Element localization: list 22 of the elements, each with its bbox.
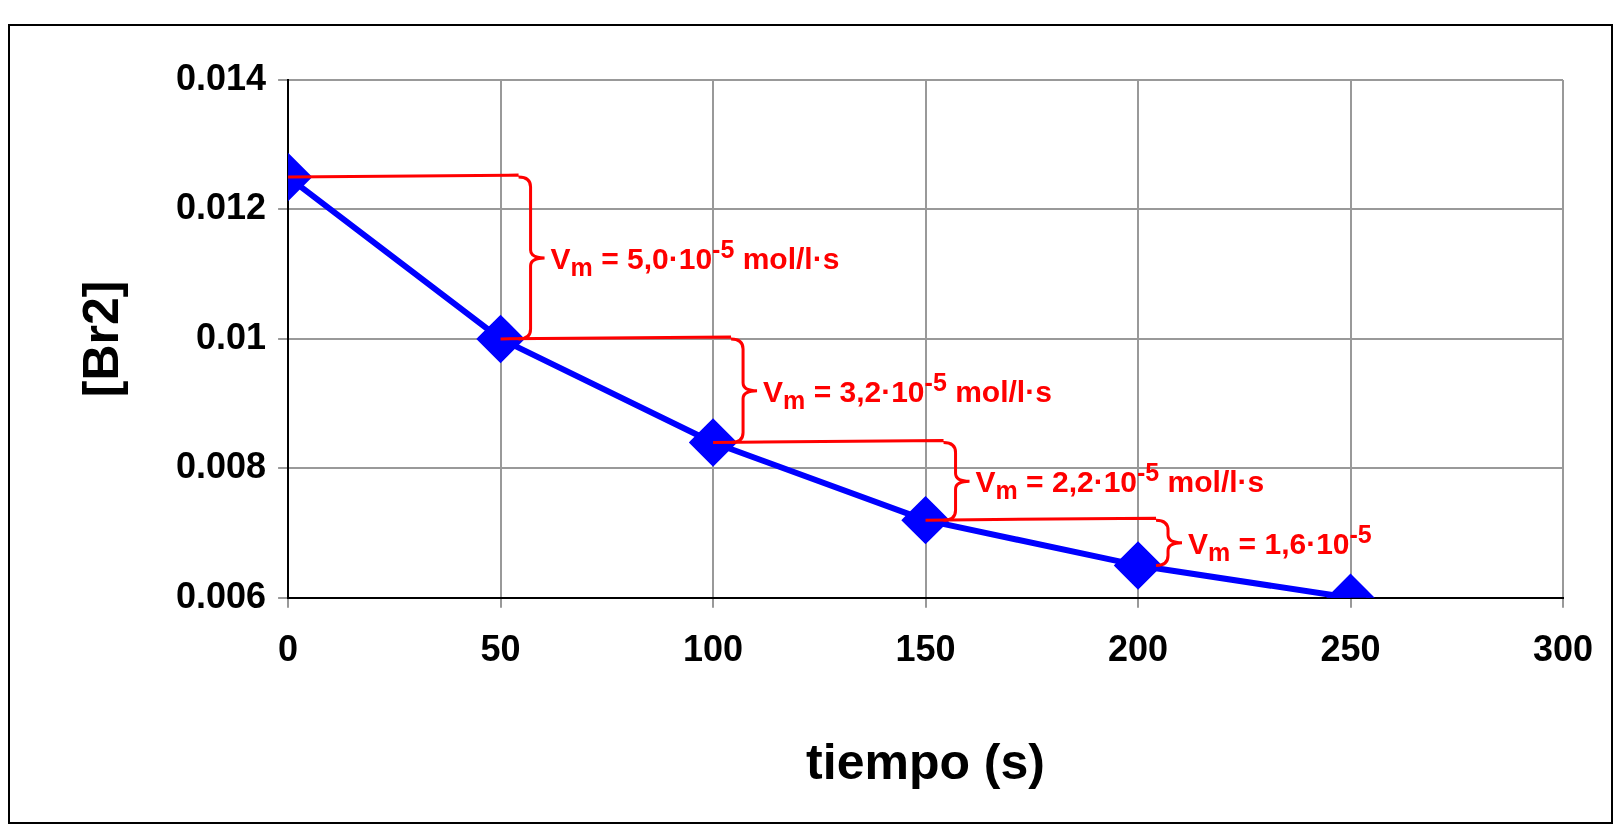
annotation: V$_{m}$ = 5,0·10$^{-5}$ mol/l·s: [550, 234, 840, 283]
x-tick-label: 250: [1320, 628, 1381, 670]
point: [902, 497, 949, 544]
point: [690, 419, 737, 466]
x-tick-label: 50: [480, 628, 521, 670]
point: [477, 315, 524, 362]
x-tick-label: 150: [895, 628, 956, 670]
annotation: V$_{m}$ = 1,6·10$^{-5}$: [1188, 518, 1372, 568]
y-tick-label: 0.006: [175, 574, 267, 616]
point: [1115, 542, 1162, 589]
x-tick-label: 0: [278, 628, 299, 670]
x-tick-label: 200: [1107, 628, 1169, 670]
y-tick-label: 0.008: [175, 445, 267, 487]
y-axis-title: [Br2]: [72, 280, 129, 398]
y-tick-label: 0.012: [175, 186, 267, 228]
y-tick-label: 0.014: [175, 56, 267, 98]
x-axis-title: tiempo (s): [806, 733, 1045, 790]
x-tick-label: 300: [1532, 628, 1594, 670]
y-tick-label: 0.01: [196, 315, 267, 357]
annotation: V$_{m}$ = 3,2·10$^{-5}$ mol/l·s: [763, 366, 1052, 416]
annotation: V$_{m}$ = 2,2·10$^{-5}$ mol/l·s: [975, 457, 1265, 507]
x-tick-label: 100: [683, 628, 744, 670]
